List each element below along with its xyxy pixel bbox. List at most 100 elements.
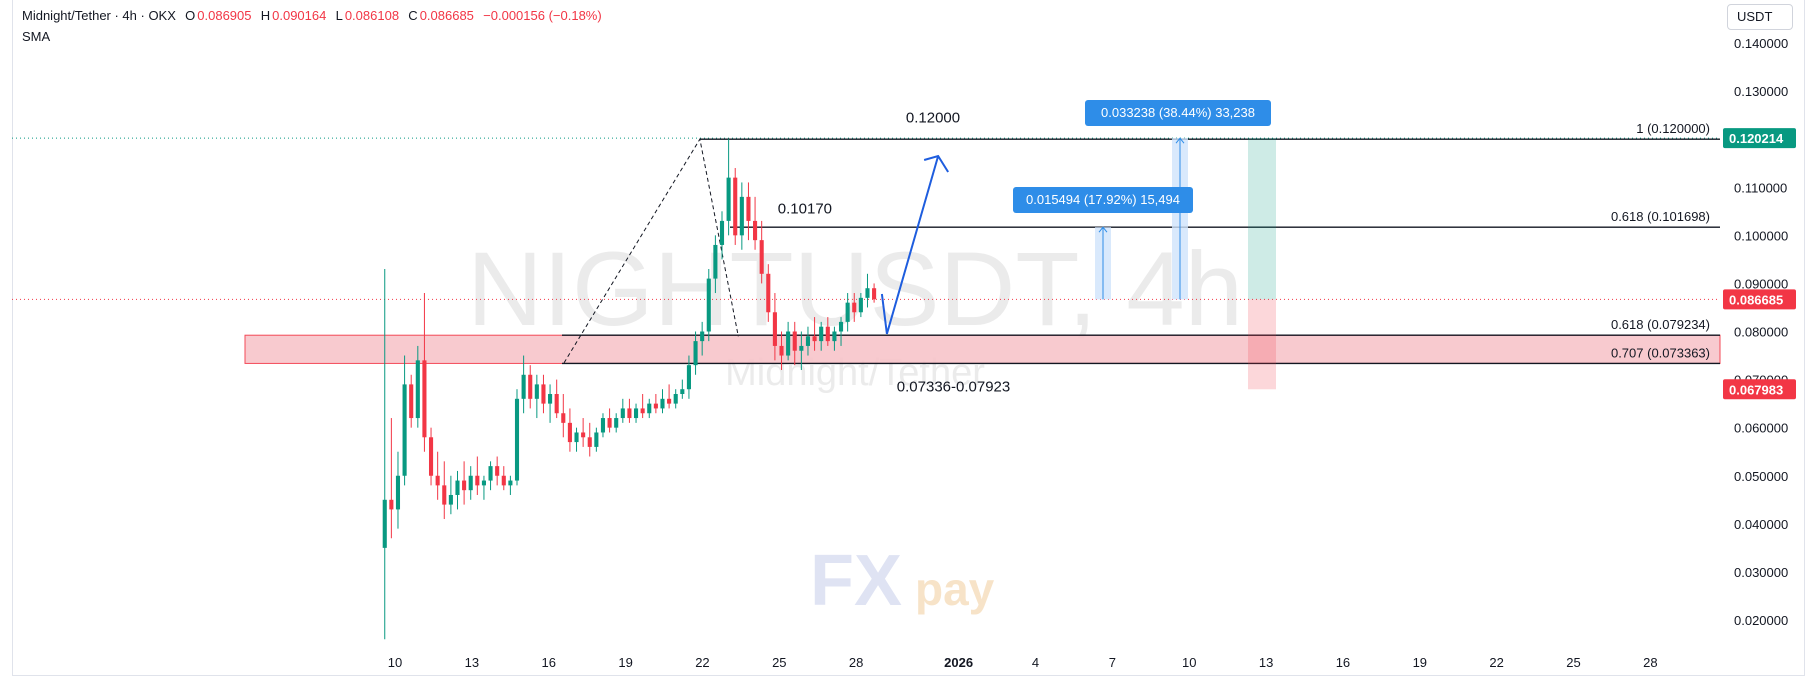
x-axis-tick: 19 bbox=[618, 655, 632, 670]
candle-body bbox=[693, 341, 698, 366]
x-axis-tick: 4 bbox=[1032, 655, 1039, 670]
candle-body bbox=[382, 499, 387, 548]
chart-frame[interactable] bbox=[12, 0, 1805, 676]
x-axis-tick: 28 bbox=[1643, 655, 1657, 670]
candle-body bbox=[799, 345, 804, 351]
brand-logo-fx: FX bbox=[810, 541, 902, 621]
measure-label-1-text: 0.015494 (17.92%) 15,494 bbox=[1026, 192, 1180, 207]
candle-body bbox=[845, 302, 850, 322]
candle-body bbox=[554, 394, 559, 414]
candle-body bbox=[614, 418, 619, 428]
candle-body bbox=[792, 331, 797, 351]
fib-level-label: 0.618 (0.101698) bbox=[1611, 209, 1710, 224]
price-tag-high: 0.120214 bbox=[1729, 131, 1784, 146]
close-label: C bbox=[408, 8, 418, 23]
candle-body bbox=[389, 499, 394, 510]
candle-body bbox=[838, 321, 844, 332]
candle-body bbox=[495, 466, 500, 476]
candle-body bbox=[852, 302, 857, 313]
candle-body bbox=[521, 374, 526, 399]
candle-body bbox=[567, 422, 572, 443]
candle-body bbox=[475, 475, 480, 486]
candle-body bbox=[700, 331, 705, 342]
symbol-title[interactable]: Midnight/Tether · 4h · OKX bbox=[22, 8, 176, 23]
candle-body bbox=[653, 403, 658, 409]
close-value: 0.086685 bbox=[419, 8, 474, 23]
candle-body bbox=[667, 398, 672, 404]
x-axis-tick: 13 bbox=[465, 655, 479, 670]
measure-label-2-text: 0.033238 (38.44%) 33,238 bbox=[1101, 105, 1255, 120]
x-axis-tick: 25 bbox=[1566, 655, 1580, 670]
price-tag-last-bg bbox=[1723, 289, 1796, 310]
candle-body bbox=[587, 437, 592, 447]
candle-body bbox=[858, 297, 863, 313]
y-axis-tick: 0.060000 bbox=[1734, 421, 1788, 436]
y-axis-tick: 0.020000 bbox=[1734, 613, 1788, 628]
candle-body bbox=[812, 336, 817, 342]
candle-body bbox=[627, 408, 632, 419]
candle-body bbox=[581, 432, 586, 438]
target-label-1: 0.12000 bbox=[906, 109, 960, 126]
candle-body bbox=[865, 288, 870, 298]
x-axis-tick: 16 bbox=[1336, 655, 1350, 670]
candle-body bbox=[706, 278, 711, 332]
x-axis-tick: 7 bbox=[1109, 655, 1116, 670]
candle-body bbox=[766, 273, 771, 313]
candle-body bbox=[501, 475, 506, 486]
chart-legend: Midnight/Tether · 4h · OKX O 0.086905 H 0.… bbox=[22, 8, 604, 23]
x-axis-tick: 28 bbox=[849, 655, 863, 670]
candle-body bbox=[620, 408, 625, 419]
candle-body bbox=[786, 331, 791, 356]
projection-arrow[interactable] bbox=[880, 155, 940, 335]
high-label: H bbox=[260, 8, 271, 23]
y-axis-tick: 0.050000 bbox=[1734, 469, 1788, 484]
change-value: −0.000156 (−0.18%) bbox=[483, 8, 602, 23]
measure-2-arrowhead bbox=[1175, 137, 1185, 144]
candle-body bbox=[647, 403, 652, 414]
candle-body bbox=[660, 398, 665, 409]
candle-body bbox=[832, 331, 837, 342]
candle-body bbox=[448, 494, 453, 505]
candle-body bbox=[561, 413, 566, 423]
brand-logo-pay: pay bbox=[915, 563, 995, 615]
candle-body bbox=[746, 196, 751, 221]
candle-body bbox=[468, 475, 473, 491]
candle-body bbox=[481, 480, 486, 486]
candle-body bbox=[594, 432, 599, 447]
candle-body bbox=[534, 384, 539, 399]
candle-body bbox=[872, 288, 877, 300]
x-axis-tick: 25 bbox=[772, 655, 786, 670]
y-axis-tick: 0.040000 bbox=[1734, 517, 1788, 532]
candle-body bbox=[759, 240, 764, 274]
candle-body bbox=[541, 384, 546, 404]
candle-body bbox=[819, 326, 824, 342]
x-axis-tick: 19 bbox=[1413, 655, 1427, 670]
x-axis-tick: 13 bbox=[1259, 655, 1273, 670]
measure-label-2-box[interactable] bbox=[1085, 100, 1271, 126]
currency-unit-button[interactable]: USDT bbox=[1727, 4, 1793, 30]
candle-body bbox=[607, 418, 612, 428]
indicator-sma[interactable]: SMA bbox=[22, 29, 51, 44]
candle-body bbox=[713, 244, 718, 279]
y-axis-tick: 0.030000 bbox=[1734, 565, 1788, 580]
candle-body bbox=[779, 345, 784, 356]
support-zone[interactable] bbox=[244, 334, 1721, 364]
price-tag-last: 0.086685 bbox=[1729, 292, 1783, 307]
candle-body bbox=[508, 480, 513, 486]
x-axis-tick: 22 bbox=[1489, 655, 1503, 670]
y-axis-tick: 0.130000 bbox=[1734, 84, 1788, 99]
fib-anchor-path[interactable] bbox=[563, 137, 739, 364]
candle-body bbox=[435, 475, 440, 486]
position-profit-zone[interactable] bbox=[1248, 138, 1276, 300]
x-axis-tick: 16 bbox=[541, 655, 555, 670]
watermark-symbol: NIGHTUSDT, 4h bbox=[467, 231, 1243, 348]
measure-label-1-box[interactable] bbox=[1013, 187, 1193, 213]
candle-body bbox=[719, 220, 725, 245]
candle-body bbox=[673, 394, 678, 404]
position-loss-zone[interactable] bbox=[1248, 299, 1276, 390]
candle-body bbox=[455, 480, 460, 495]
zone-label: 0.07336-0.07923 bbox=[897, 379, 1010, 396]
open-label: O bbox=[185, 8, 196, 23]
candle-body bbox=[442, 485, 447, 505]
